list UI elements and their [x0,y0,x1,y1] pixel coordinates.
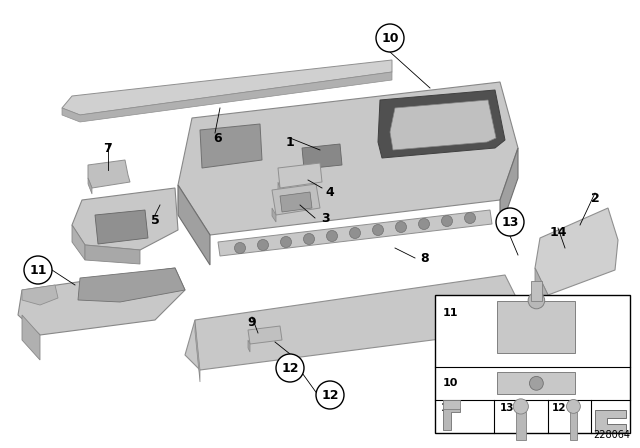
Polygon shape [272,184,320,215]
Polygon shape [248,326,282,344]
Polygon shape [535,208,618,295]
Circle shape [442,215,452,227]
Polygon shape [185,275,520,370]
Circle shape [349,228,360,238]
Polygon shape [278,163,322,188]
Text: 11: 11 [29,263,47,276]
Polygon shape [218,210,492,256]
Polygon shape [72,188,178,250]
Text: 14: 14 [549,225,567,238]
Polygon shape [378,90,505,158]
Circle shape [24,256,52,284]
Polygon shape [443,409,460,431]
FancyBboxPatch shape [516,413,525,440]
Polygon shape [72,225,85,260]
Text: 10: 10 [381,31,399,44]
Text: 12: 12 [552,403,566,413]
Circle shape [326,231,337,241]
Circle shape [566,400,580,414]
Text: 228064: 228064 [593,430,630,440]
Circle shape [419,219,429,229]
Circle shape [234,242,246,254]
Circle shape [257,240,269,250]
FancyBboxPatch shape [497,301,575,353]
FancyBboxPatch shape [531,281,542,301]
Polygon shape [178,185,210,265]
Text: 6: 6 [214,132,222,145]
Polygon shape [278,182,280,196]
Polygon shape [500,148,518,230]
Circle shape [528,292,545,309]
Polygon shape [302,144,342,169]
Text: 2: 2 [591,191,600,204]
Polygon shape [88,160,130,188]
Circle shape [372,224,383,236]
Text: 12: 12 [321,388,339,401]
Circle shape [303,233,314,245]
Circle shape [376,24,404,52]
Circle shape [280,237,291,247]
Circle shape [276,354,304,382]
FancyBboxPatch shape [570,413,577,440]
FancyBboxPatch shape [443,401,460,409]
Circle shape [513,399,529,414]
Polygon shape [200,124,262,168]
Polygon shape [22,315,40,360]
Polygon shape [178,82,518,235]
FancyBboxPatch shape [497,372,575,394]
Text: 1: 1 [285,135,294,148]
Text: 7: 7 [104,142,113,155]
Circle shape [465,212,476,224]
Polygon shape [272,208,276,222]
Polygon shape [248,340,250,352]
Polygon shape [595,410,626,432]
Circle shape [396,221,406,233]
Text: 13: 13 [499,403,514,413]
Text: 13: 13 [501,215,518,228]
Text: 4: 4 [326,185,334,198]
Polygon shape [62,72,392,122]
Circle shape [316,381,344,409]
Text: 11: 11 [443,308,458,318]
FancyBboxPatch shape [435,295,630,433]
Polygon shape [88,178,92,194]
Text: 8: 8 [420,251,429,264]
Text: 14: 14 [441,403,456,413]
Polygon shape [22,285,58,305]
Polygon shape [280,192,312,212]
Text: 12: 12 [281,362,299,375]
Circle shape [529,376,543,390]
Text: 3: 3 [321,211,330,224]
Polygon shape [18,268,185,335]
Text: 9: 9 [248,315,256,328]
Polygon shape [62,60,392,115]
Polygon shape [95,210,148,244]
Text: 10: 10 [443,378,458,388]
Polygon shape [390,100,496,150]
Polygon shape [535,268,548,310]
Polygon shape [85,245,140,264]
Circle shape [496,208,524,236]
Polygon shape [78,268,185,302]
Polygon shape [195,320,200,382]
Text: 5: 5 [150,214,159,227]
